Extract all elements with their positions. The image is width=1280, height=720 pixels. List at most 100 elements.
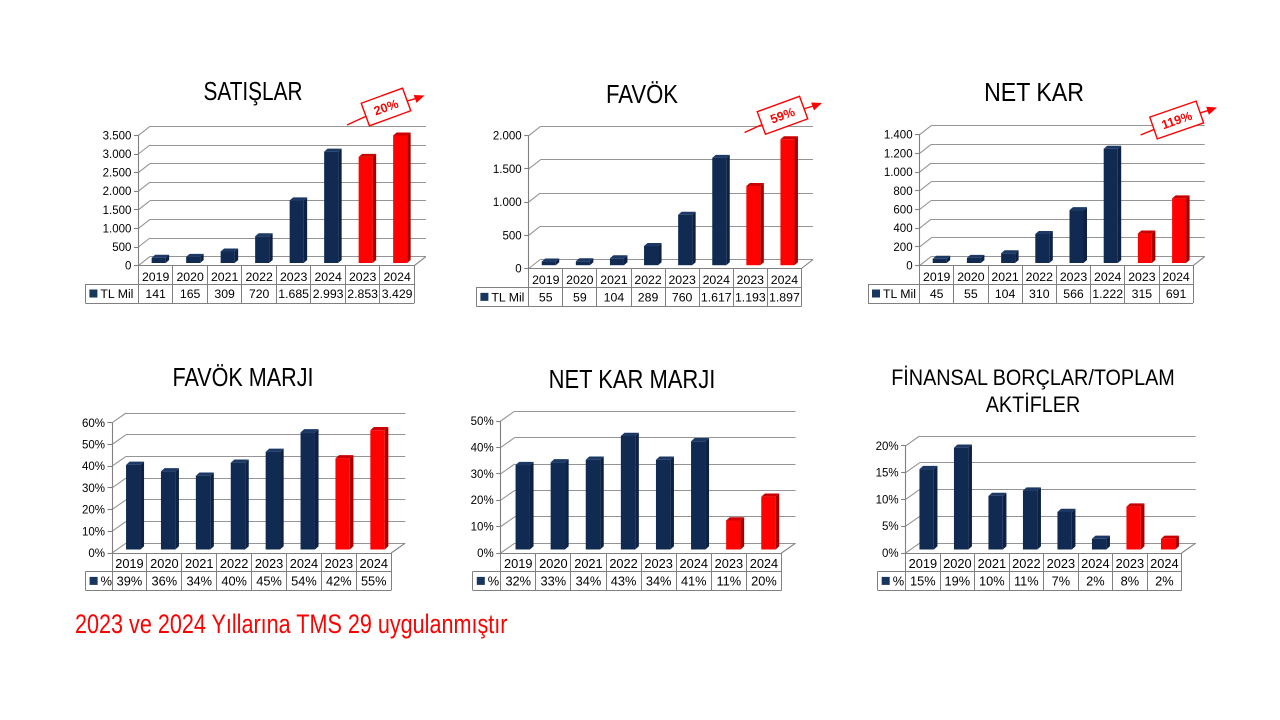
svg-text:1.193: 1.193 [735,290,766,304]
svg-text:2024: 2024 [771,273,799,287]
svg-text:500: 500 [503,230,522,242]
svg-text:2022: 2022 [634,273,662,287]
svg-text:310: 310 [1029,287,1050,301]
svg-text:20%: 20% [751,573,777,588]
svg-text:43%: 43% [611,573,637,588]
svg-text:289: 289 [638,290,659,304]
svg-text:760: 760 [672,290,693,304]
svg-text:0: 0 [906,261,912,273]
svg-text:309: 309 [214,287,235,301]
svg-text:2024: 2024 [1081,556,1109,571]
svg-text:10%: 10% [876,494,899,506]
svg-text:2023: 2023 [644,556,672,571]
svg-text:2.500: 2.500 [103,168,132,180]
svg-text:54%: 54% [291,573,317,588]
svg-text:40%: 40% [82,461,105,473]
svg-text:1.000: 1.000 [103,223,132,235]
svg-text:2024: 2024 [1150,556,1178,571]
svg-text:60%: 60% [82,418,105,430]
svg-text:3.500: 3.500 [103,130,132,142]
svg-text:1.685: 1.685 [278,287,309,301]
svg-text:TL Mil: TL Mil [100,287,133,301]
svg-text:315: 315 [1132,287,1153,301]
svg-text:45: 45 [930,287,944,301]
svg-text:0: 0 [125,261,131,273]
svg-text:2021: 2021 [978,556,1006,571]
svg-text:1.000: 1.000 [884,167,913,179]
svg-text:2019: 2019 [504,556,532,571]
svg-text:10%: 10% [471,522,494,534]
svg-text:AKTİFLER: AKTİFLER [986,393,1081,417]
svg-text:0: 0 [515,264,521,276]
svg-text:SATIŞLAR: SATIŞLAR [204,77,303,106]
svg-text:2023: 2023 [715,556,743,571]
svg-text:33%: 33% [541,573,567,588]
svg-text:20%: 20% [876,441,899,453]
svg-text:20%: 20% [471,495,494,507]
svg-text:2022: 2022 [1026,270,1054,284]
svg-text:FAVÖK: FAVÖK [606,80,678,109]
svg-text:FAVÖK MARJI: FAVÖK MARJI [172,363,313,392]
svg-text:1.500: 1.500 [493,164,522,176]
svg-text:2023: 2023 [1116,556,1144,571]
svg-text:0%: 0% [477,548,494,560]
svg-text:104: 104 [995,287,1016,301]
svg-text:32%: 32% [505,573,531,588]
svg-text:TL Mil: TL Mil [491,290,524,304]
svg-text:36%: 36% [152,573,178,588]
svg-text:10%: 10% [82,526,105,538]
svg-text:2.993: 2.993 [313,287,344,301]
svg-text:2022: 2022 [245,270,273,284]
svg-text:2020: 2020 [566,273,594,287]
svg-text:2024: 2024 [290,556,318,571]
svg-text:2024: 2024 [383,270,411,284]
svg-text:2.000: 2.000 [493,131,522,143]
svg-text:2019: 2019 [115,556,143,571]
svg-text:2023: 2023 [668,273,696,287]
svg-text:2.000: 2.000 [103,186,132,198]
svg-text:42%: 42% [326,573,352,588]
svg-text:30%: 30% [82,483,105,495]
svg-text:1.000: 1.000 [493,197,522,209]
svg-text:59: 59 [573,290,587,304]
svg-text:30%: 30% [471,469,494,481]
svg-text:566: 566 [1063,287,1084,301]
svg-text:2024: 2024 [750,556,778,571]
svg-text:500: 500 [112,242,131,254]
svg-text:2021: 2021 [600,273,628,287]
svg-text:2023: 2023 [325,556,353,571]
svg-text:2%: 2% [1086,573,1105,588]
svg-text:2024: 2024 [314,270,342,284]
svg-text:10%: 10% [979,573,1005,588]
svg-text:2020: 2020 [943,556,971,571]
svg-text:1.400: 1.400 [884,130,913,142]
svg-text:2024: 2024 [1162,270,1190,284]
svg-text:2.853: 2.853 [347,287,378,301]
svg-text:200: 200 [893,242,912,254]
svg-text:2019: 2019 [532,273,560,287]
svg-text:2021: 2021 [211,270,239,284]
svg-text:NET KAR: NET KAR [984,79,1084,108]
svg-text:34%: 34% [646,573,672,588]
svg-text:104: 104 [604,290,625,304]
svg-text:2022: 2022 [1012,556,1040,571]
svg-text:1.222: 1.222 [1092,287,1123,301]
svg-text:2022: 2022 [609,556,637,571]
svg-text:20%: 20% [82,505,105,517]
svg-text:%: % [101,573,112,588]
svg-text:600: 600 [893,205,912,217]
svg-text:41%: 41% [681,573,707,588]
svg-text:1.200: 1.200 [884,148,913,160]
svg-text:5%: 5% [882,521,899,533]
svg-text:15%: 15% [910,573,936,588]
svg-text:2024: 2024 [360,556,388,571]
svg-text:1.617: 1.617 [701,290,732,304]
svg-text:2023 ve 2024 Yıllarına TMS 29: 2023 ve 2024 Yıllarına TMS 29 uygulanmış… [75,610,507,640]
svg-text:2019: 2019 [909,556,937,571]
svg-text:11%: 11% [1014,573,1039,588]
svg-text:800: 800 [893,186,912,198]
svg-text:141: 141 [145,287,166,301]
svg-text:400: 400 [893,223,912,235]
svg-text:2023: 2023 [737,273,765,287]
svg-text:2021: 2021 [574,556,602,571]
